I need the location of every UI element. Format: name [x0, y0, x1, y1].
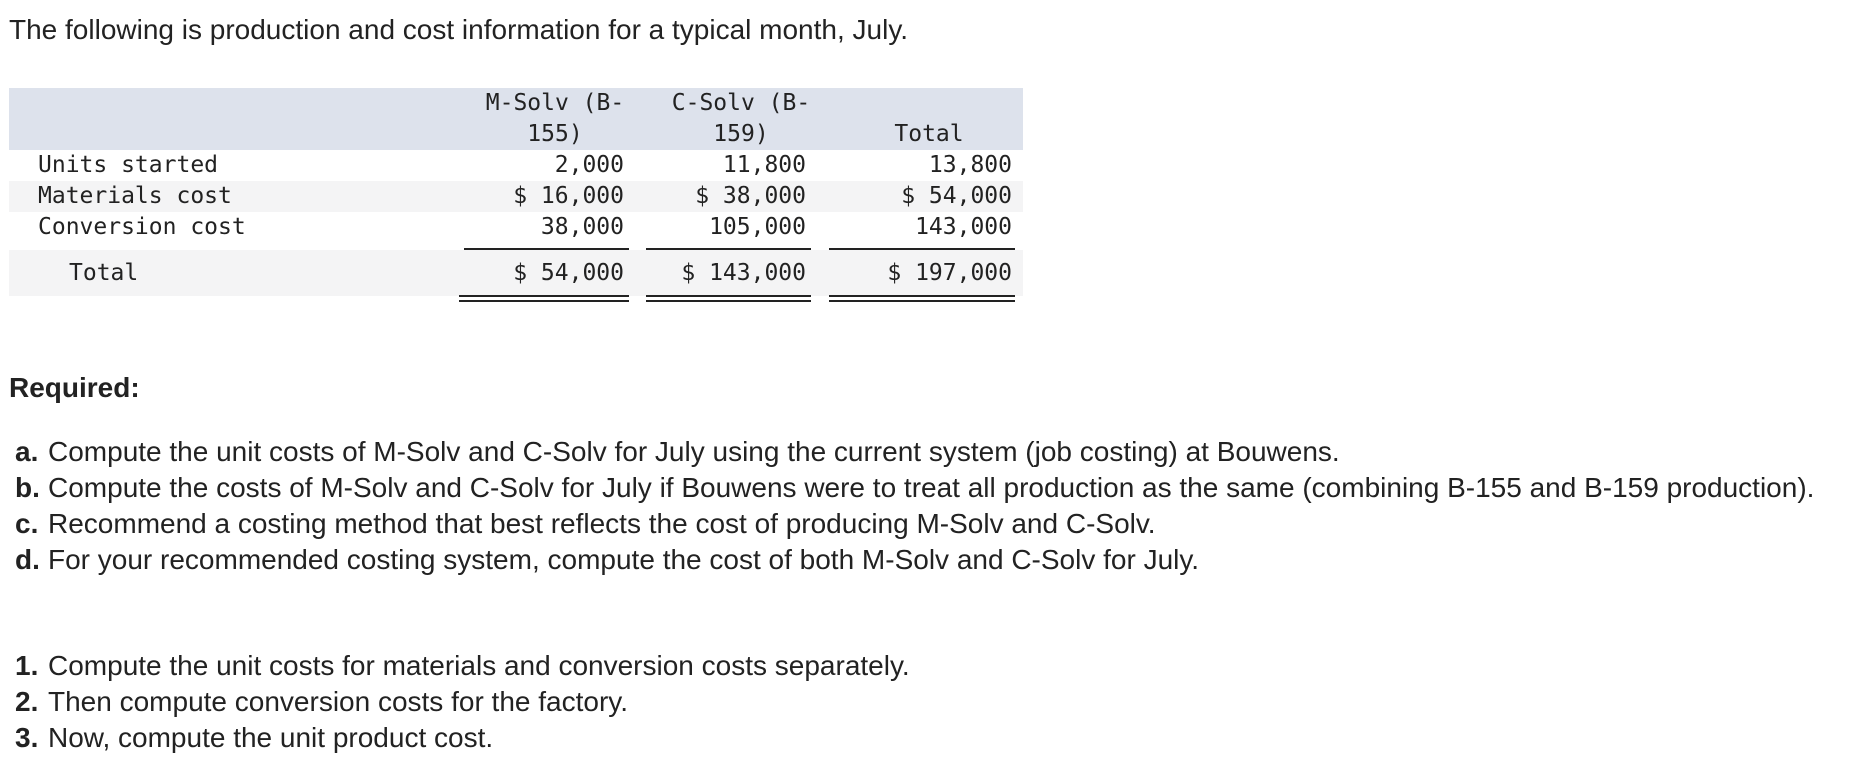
table-row: Materials cost $ 16,000 $ 38,000 $ 54,00…	[9, 181, 1023, 212]
total-value: $ 54,000	[513, 260, 624, 286]
table-row: Conversion cost 38,000 105,000 143,000	[9, 212, 1023, 243]
cell-value: 11,800	[722, 152, 806, 178]
cell-value: 105,000	[709, 214, 806, 240]
row-label: Units started	[38, 152, 219, 178]
subtotal-rule	[464, 248, 629, 250]
list-item: 2. Then compute conversion costs for the…	[0, 684, 1848, 720]
intro-text: The following is production and cost inf…	[9, 14, 909, 45]
item-marker: 1.	[15, 650, 39, 681]
column-header-c-solv: C-Solv (B- 159)	[671, 90, 811, 147]
row-label: Conversion cost	[38, 214, 246, 240]
total-value: $ 197,000	[887, 260, 1012, 286]
total-value: $ 143,000	[681, 260, 806, 286]
item-marker: c.	[15, 508, 39, 539]
required-list: a. Compute the unit costs of M-Solv and …	[0, 434, 1848, 578]
subtotal-rule	[829, 248, 1015, 250]
list-item: 3. Now, compute the unit product cost.	[0, 720, 1848, 756]
cell-value: $ 38,000	[695, 183, 806, 209]
total-double-rule	[459, 295, 629, 302]
item-text: Compute the costs of M-Solv and C-Solv f…	[48, 472, 1815, 503]
item-marker: d.	[15, 544, 40, 575]
column-header-m-solv: M-Solv (B- 155)	[485, 90, 625, 147]
required-heading: Required:	[9, 372, 140, 403]
total-double-rule	[829, 295, 1015, 302]
total-double-rule	[646, 295, 811, 302]
item-text: Then compute conversion costs for the fa…	[48, 686, 628, 717]
cell-value: 2,000	[554, 152, 624, 178]
cell-value: $ 16,000	[513, 183, 624, 209]
subtotal-rule	[646, 248, 811, 250]
total-label: Total	[69, 260, 139, 286]
table-header: M-Solv (B- 155) C-Solv (B- 159) Total	[9, 88, 1023, 150]
item-marker: b.	[15, 472, 40, 503]
item-text: Now, compute the unit product cost.	[48, 722, 494, 753]
item-text: For your recommended costing system, com…	[48, 544, 1200, 575]
table-row: Units started 2,000 11,800 13,800	[9, 150, 1023, 181]
column-header-total: Total	[894, 121, 964, 147]
list-item: a. Compute the unit costs of M-Solv and …	[0, 434, 1848, 470]
table-total-row: Total $ 54,000 $ 143,000 $ 197,000	[9, 250, 1023, 296]
item-text: Recommend a costing method that best ref…	[48, 508, 1156, 539]
list-item: c. Recommend a costing method that best …	[0, 506, 1848, 542]
item-text: Compute the unit costs for materials and…	[48, 650, 910, 681]
item-text: Compute the unit costs of M-Solv and C-S…	[48, 436, 1340, 467]
item-marker: a.	[15, 436, 39, 467]
item-marker: 2.	[15, 686, 39, 717]
list-item: d. For your recommended costing system, …	[0, 542, 1848, 578]
cell-value: 13,800	[928, 152, 1012, 178]
item-marker: 3.	[15, 722, 39, 753]
cell-value: $ 54,000	[901, 183, 1012, 209]
list-item: b. Compute the costs of M-Solv and C-Sol…	[0, 470, 1848, 506]
row-label: Materials cost	[38, 183, 232, 209]
list-item: 1. Compute the unit costs for materials …	[0, 648, 1848, 684]
hint-list: 1. Compute the unit costs for materials …	[0, 648, 1848, 756]
cell-value: 143,000	[915, 214, 1012, 240]
cell-value: 38,000	[540, 214, 624, 240]
